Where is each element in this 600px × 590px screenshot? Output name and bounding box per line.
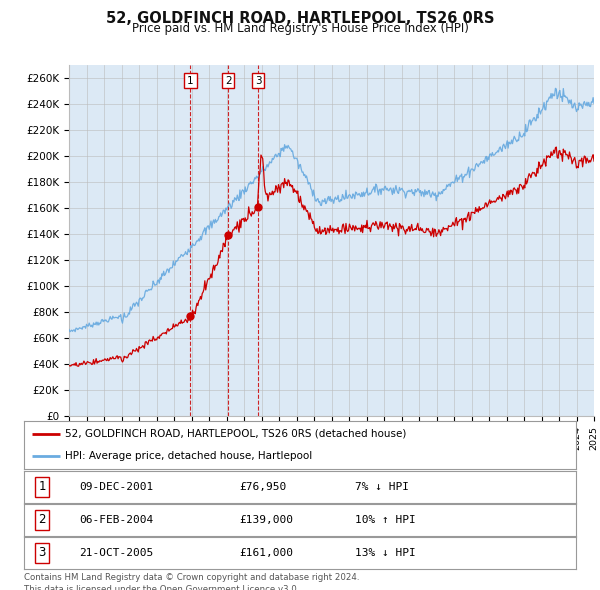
Text: 21-OCT-2005: 21-OCT-2005 <box>79 548 154 558</box>
Text: 3: 3 <box>38 546 46 559</box>
Text: 1: 1 <box>38 480 46 493</box>
Text: 3: 3 <box>255 76 262 86</box>
Text: HPI: Average price, detached house, Hartlepool: HPI: Average price, detached house, Hart… <box>65 451 313 461</box>
Text: 2: 2 <box>225 76 232 86</box>
Text: 52, GOLDFINCH ROAD, HARTLEPOOL, TS26 0RS: 52, GOLDFINCH ROAD, HARTLEPOOL, TS26 0RS <box>106 11 494 25</box>
Text: 52, GOLDFINCH ROAD, HARTLEPOOL, TS26 0RS (detached house): 52, GOLDFINCH ROAD, HARTLEPOOL, TS26 0RS… <box>65 429 407 439</box>
Text: Contains HM Land Registry data © Crown copyright and database right 2024.
This d: Contains HM Land Registry data © Crown c… <box>24 573 359 590</box>
Text: £161,000: £161,000 <box>239 548 293 558</box>
Text: 13% ↓ HPI: 13% ↓ HPI <box>355 548 416 558</box>
Text: 7% ↓ HPI: 7% ↓ HPI <box>355 482 409 491</box>
Text: 1: 1 <box>187 76 194 86</box>
Text: £76,950: £76,950 <box>239 482 287 491</box>
Text: Price paid vs. HM Land Registry's House Price Index (HPI): Price paid vs. HM Land Registry's House … <box>131 22 469 35</box>
Text: £139,000: £139,000 <box>239 515 293 525</box>
Text: 2: 2 <box>38 513 46 526</box>
Text: 06-FEB-2004: 06-FEB-2004 <box>79 515 154 525</box>
Text: 09-DEC-2001: 09-DEC-2001 <box>79 482 154 491</box>
Text: 10% ↑ HPI: 10% ↑ HPI <box>355 515 416 525</box>
